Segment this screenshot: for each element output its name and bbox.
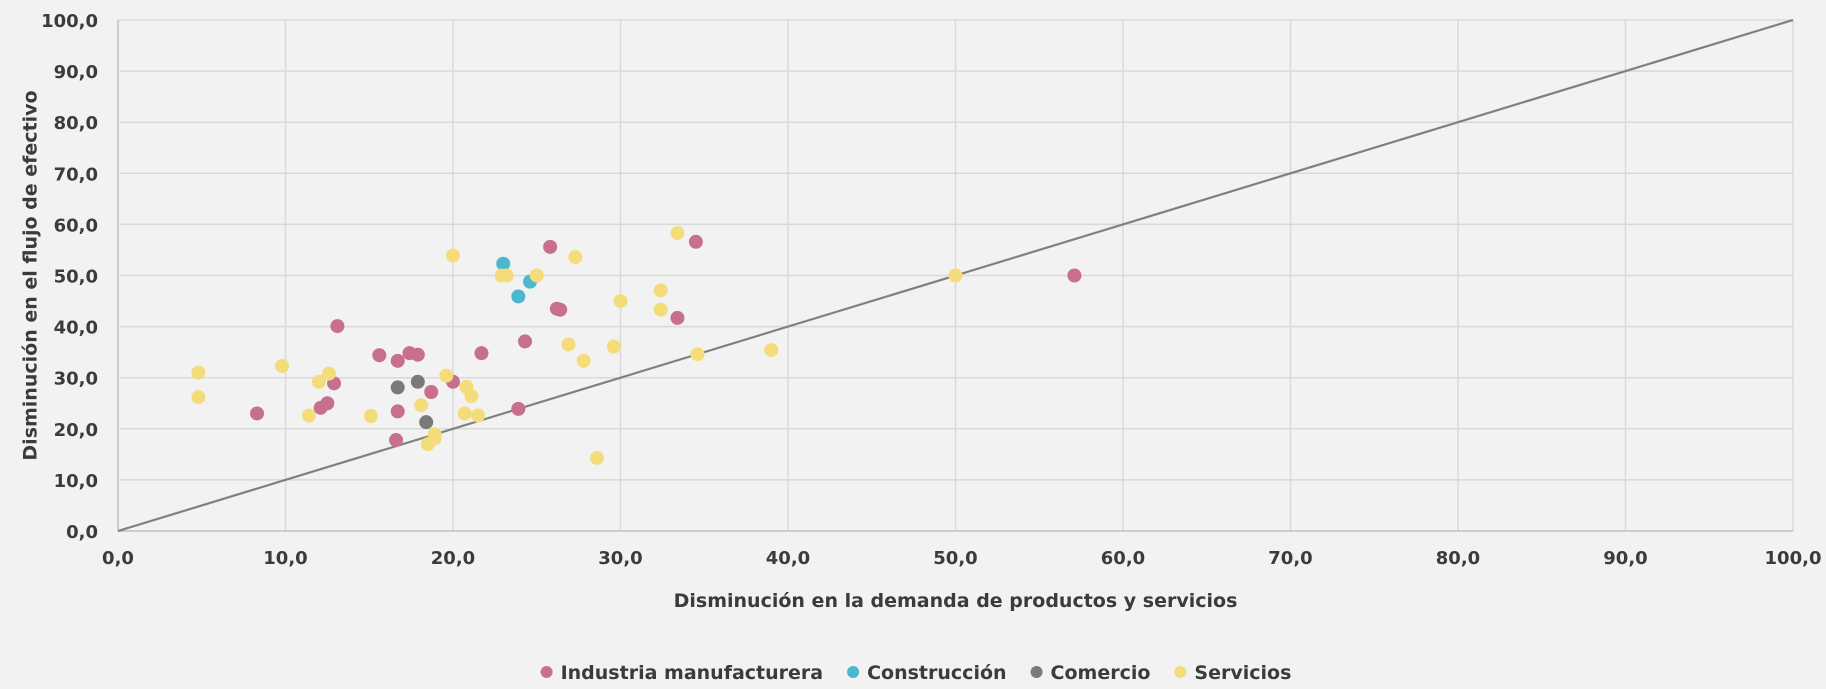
data-point [568,250,583,265]
legend-marker [1030,666,1043,678]
y-tick-label: 0,0 [66,522,98,543]
data-point [653,302,668,317]
data-point [390,404,405,419]
data-point [389,433,404,448]
y-tick-label: 50,0 [54,267,98,288]
data-point [511,401,526,416]
data-point [330,319,345,334]
legend-marker [847,666,860,678]
legend-item: Servicios [1174,662,1291,684]
data-point [511,289,526,304]
data-point [390,380,405,395]
x-tick-label: 100,0 [1765,548,1822,569]
y-axis-title: Disminución en el flujo de efectivo [20,90,42,460]
data-point [690,347,705,362]
x-tick-label: 60,0 [1101,548,1145,569]
x-tick-label: 80,0 [1436,548,1480,569]
legend-label: Servicios [1194,662,1291,684]
y-tick-label: 30,0 [54,369,98,390]
data-point [576,353,591,368]
data-point [553,302,568,317]
data-point [948,268,963,283]
data-point [471,408,486,423]
legend-label: Construcción [867,662,1006,684]
data-point [518,334,533,349]
y-tick-label: 60,0 [54,215,98,236]
y-tick-label: 40,0 [54,318,98,339]
data-point [250,406,265,421]
data-point [529,268,544,283]
data-point [496,256,511,271]
data-point [499,268,514,283]
series-2 [390,374,434,430]
x-tick-label: 20,0 [431,548,475,569]
data-point [561,337,576,352]
legend-item: Industria manufacturera [540,662,824,684]
series-0 [250,234,1082,448]
data-point [410,347,425,362]
data-point [424,385,439,400]
data-point [191,365,206,380]
tick-labels: 0,0 10,0 20,0 30,0 40,0 50,0 60,0 70,0 80,0 90,0 1… [41,11,1821,569]
x-tick-label: 0,0 [102,548,134,569]
data-point [410,374,425,389]
data-point [1067,268,1082,283]
x-tick-label: 30,0 [598,548,642,569]
data-point [322,366,337,381]
legend-item: Construcción [847,662,1007,684]
data-point [419,415,434,430]
data-point [390,353,405,368]
legend-marker [540,666,553,678]
series-3 [191,226,963,465]
data-point [457,406,472,421]
x-axis-title: Disminución en la demanda de productos y… [674,590,1238,612]
data-point [320,396,335,411]
data-point [363,409,378,424]
data-point [606,339,621,354]
data-point [688,234,703,249]
y-tick-label: 10,0 [54,471,98,492]
data-point [312,374,326,389]
legend: Industria manufacturera Construcción Comer… [540,662,1291,684]
x-tick-label: 10,0 [263,548,307,569]
y-tick-label: 20,0 [54,420,98,441]
x-tick-label: 40,0 [766,548,810,569]
legend-label: Comercio [1051,662,1151,684]
data-point [474,346,489,361]
data-point [670,226,685,241]
data-point [191,390,206,405]
data-point [446,248,460,263]
data-point [764,343,779,358]
data-point [613,294,628,309]
x-tick-label: 90,0 [1603,548,1647,569]
legend-marker [1174,666,1187,678]
legend-item: Comercio [1030,662,1151,684]
data-point [590,450,605,465]
y-tick-label: 70,0 [54,164,98,185]
y-tick-label: 90,0 [54,62,98,83]
data-point [414,398,429,413]
data-point [670,310,685,325]
data-point [439,368,454,383]
y-tick-label: 80,0 [54,113,98,134]
data-point [464,389,479,404]
data-points [191,226,1082,465]
y-tick-label: 100,0 [41,11,98,32]
data-point [543,239,558,254]
data-point [372,348,387,363]
x-tick-label: 50,0 [933,548,977,569]
x-tick-label: 70,0 [1268,548,1312,569]
legend-label: Industria manufacturera [561,662,824,684]
data-point [275,358,290,373]
data-point [653,283,668,298]
data-point [301,408,316,423]
data-point [427,427,442,442]
